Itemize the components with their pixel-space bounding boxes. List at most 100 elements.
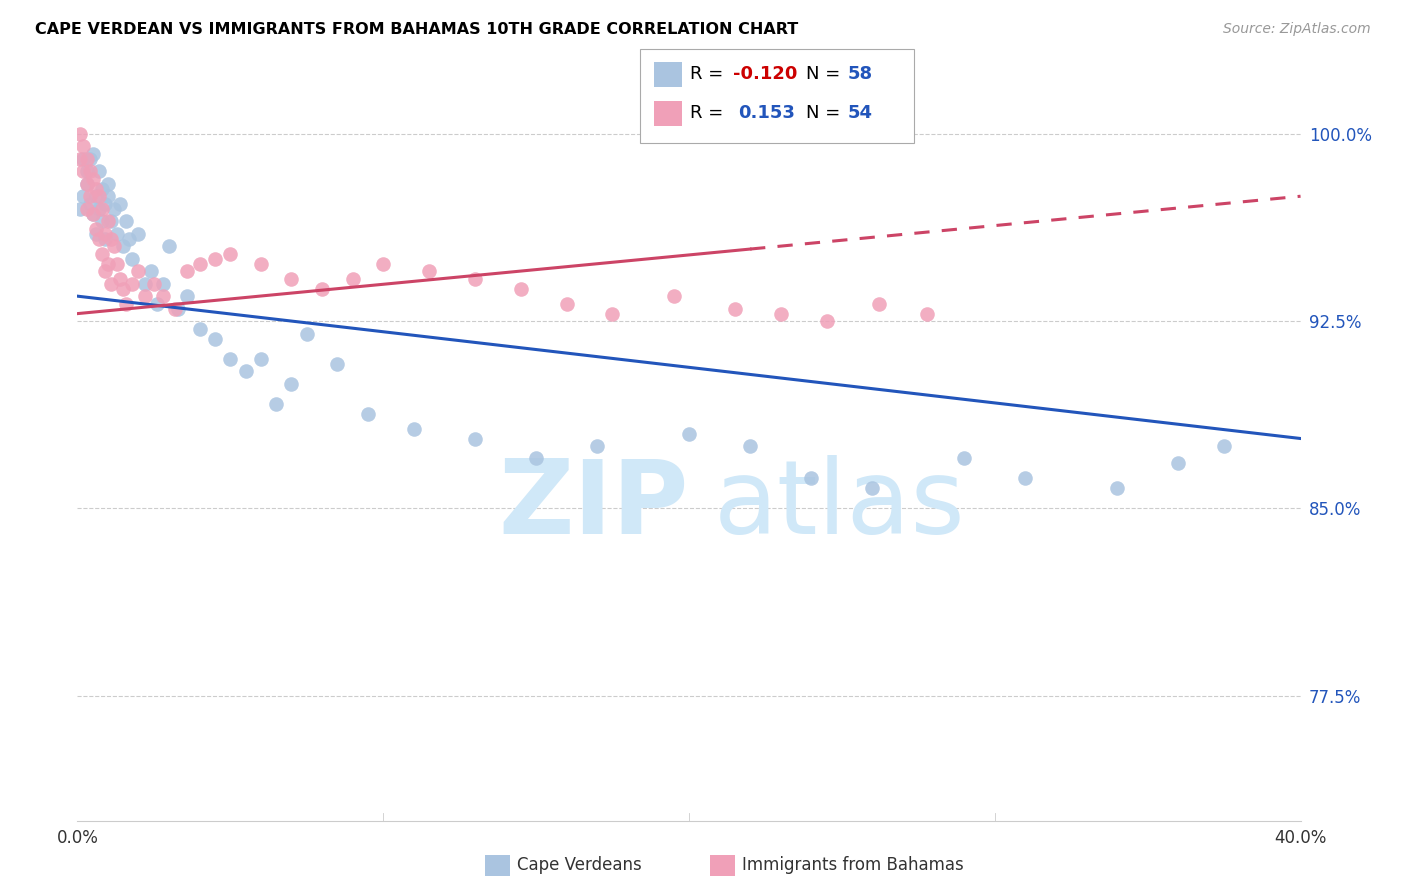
Text: 54: 54 [848, 104, 873, 122]
Point [815, 314, 838, 328]
Text: R =: R = [690, 104, 735, 122]
Text: Immigrants from Bahamas: Immigrants from Bahamas [742, 856, 965, 874]
Point [79, 189, 101, 203]
Point [1213, 439, 1236, 453]
Point [100, 277, 122, 291]
Point [105, 227, 128, 241]
Point [82, 146, 104, 161]
Point [357, 407, 380, 421]
Point [79, 196, 101, 211]
Point [72, 189, 94, 203]
Point [84, 227, 107, 241]
Point [103, 239, 125, 253]
Point [152, 289, 174, 303]
Point [112, 282, 135, 296]
Point [295, 326, 318, 341]
Point [87, 189, 110, 203]
Point [602, 307, 624, 321]
Point [326, 357, 349, 371]
Text: N =: N = [806, 104, 845, 122]
Point [1167, 457, 1189, 471]
Point [79, 152, 101, 166]
Point [311, 282, 333, 296]
Text: N =: N = [806, 65, 845, 83]
Point [235, 364, 257, 378]
Point [69, 202, 91, 216]
Point [128, 264, 150, 278]
Point [134, 289, 156, 303]
Point [115, 214, 138, 228]
Point [509, 282, 531, 296]
Point [280, 376, 302, 391]
Point [105, 257, 128, 271]
Text: CAPE VERDEAN VS IMMIGRANTS FROM BAHAMAS 10TH GRADE CORRELATION CHART: CAPE VERDEAN VS IMMIGRANTS FROM BAHAMAS … [35, 22, 799, 37]
Point [76, 177, 98, 191]
Point [188, 321, 211, 335]
Point [139, 264, 162, 278]
Text: -0.120: -0.120 [733, 65, 797, 83]
Point [87, 232, 110, 246]
Point [152, 277, 174, 291]
Point [94, 232, 117, 246]
Text: 0.153: 0.153 [738, 104, 794, 122]
Point [769, 307, 792, 321]
Point [464, 271, 486, 285]
Point [90, 246, 112, 260]
Point [555, 296, 578, 310]
Point [69, 152, 91, 166]
Point [84, 189, 107, 203]
Point [1014, 471, 1036, 485]
Point [90, 182, 112, 196]
Point [103, 202, 125, 216]
Point [188, 257, 211, 271]
Point [586, 439, 609, 453]
Point [118, 232, 141, 246]
Point [79, 164, 101, 178]
Point [76, 177, 98, 191]
Point [724, 301, 747, 316]
Point [97, 214, 120, 228]
Point [94, 196, 117, 211]
Point [72, 152, 94, 166]
Point [157, 239, 180, 253]
Point [84, 182, 107, 196]
Point [250, 351, 273, 366]
Point [84, 221, 107, 235]
Point [97, 189, 120, 203]
Point [97, 257, 120, 271]
Text: Cape Verdeans: Cape Verdeans [517, 856, 643, 874]
Point [464, 432, 486, 446]
Point [72, 164, 94, 178]
Point [868, 296, 890, 310]
Point [800, 471, 823, 485]
Text: atlas: atlas [713, 456, 965, 557]
Point [678, 426, 700, 441]
Point [90, 214, 112, 228]
Point [82, 207, 104, 221]
Point [76, 202, 98, 216]
Point [72, 139, 94, 153]
Point [142, 277, 165, 291]
Point [176, 289, 198, 303]
Point [165, 301, 187, 316]
Point [115, 296, 138, 310]
Point [418, 264, 440, 278]
Point [121, 252, 143, 266]
Point [740, 439, 762, 453]
Point [100, 232, 122, 246]
Point [108, 271, 131, 285]
Point [87, 164, 110, 178]
Point [219, 351, 242, 366]
Text: R =: R = [690, 65, 730, 83]
Point [342, 271, 364, 285]
Point [94, 227, 117, 241]
Point [953, 451, 976, 466]
Point [662, 289, 685, 303]
Point [69, 127, 91, 141]
Point [134, 277, 156, 291]
Point [862, 482, 884, 496]
Point [94, 264, 117, 278]
Point [917, 307, 939, 321]
Point [100, 214, 122, 228]
Point [219, 246, 242, 260]
